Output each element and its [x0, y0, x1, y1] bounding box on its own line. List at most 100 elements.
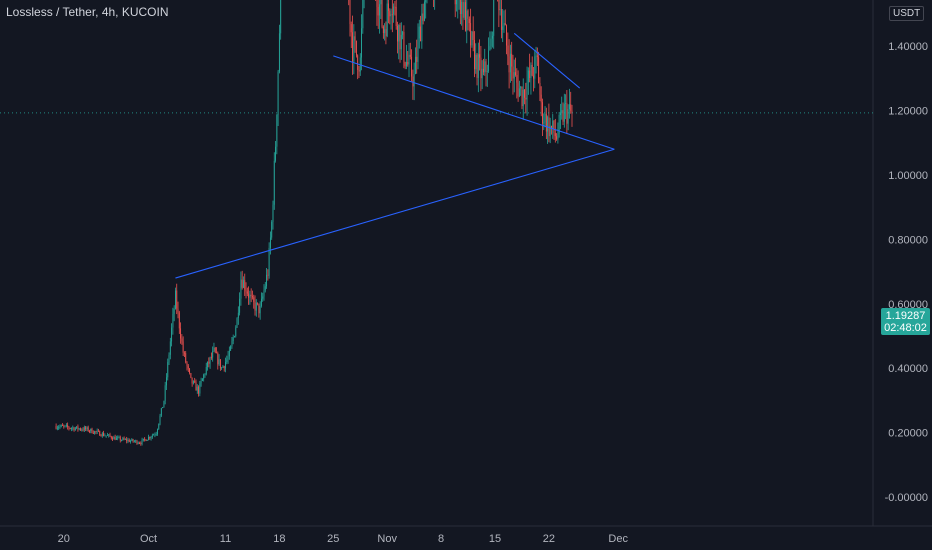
candle-body [210, 357, 212, 358]
candle-body [454, 0, 456, 5]
candle-body [526, 82, 528, 100]
candle-body [105, 435, 107, 437]
candle-body [470, 23, 472, 46]
candle-body [109, 434, 111, 437]
candle-body [506, 25, 507, 46]
candle-body [466, 10, 468, 31]
candle-body [483, 68, 484, 73]
candle-body [524, 89, 525, 98]
candle-body [545, 113, 547, 132]
candle-body [486, 71, 488, 72]
candle-body [557, 133, 559, 140]
candle-body [114, 436, 116, 440]
candle-body [252, 296, 253, 298]
candle-body [531, 64, 533, 76]
candle-body [191, 377, 193, 384]
candle-body [73, 427, 75, 431]
candle-body [240, 279, 242, 299]
candle-body [349, 0, 351, 25]
candle-body [69, 428, 71, 429]
candle-body [518, 88, 520, 97]
candle-body [207, 361, 208, 367]
candle-body [132, 439, 134, 442]
trendline-group[interactable] [175, 0, 618, 279]
price-axis[interactable]: 32.800002.600002.400002.200002.000001.80… [885, 0, 928, 504]
candle-body [159, 415, 161, 424]
candle-body [357, 55, 359, 70]
candle-body [499, 9, 501, 11]
time-axis[interactable]: 20 Oct 11 18 25 Nov 8 15 22 Dec [58, 533, 629, 545]
candle-body [539, 82, 541, 95]
trendline-wedge-upper[interactable] [513, 32, 581, 89]
candle-body [126, 439, 128, 442]
candle-body [414, 56, 416, 75]
candle-body [230, 346, 232, 351]
candle-body [60, 425, 62, 427]
candle-body [187, 365, 189, 369]
candle-body [547, 117, 549, 132]
candle-body [354, 36, 356, 41]
candle-body [507, 45, 509, 57]
candle-body [480, 57, 482, 79]
candle-body [59, 426, 61, 428]
last-price-value: 1.19287 [885, 310, 926, 322]
candle-body [81, 429, 83, 431]
candle-body [94, 431, 96, 434]
candle-body [409, 54, 411, 57]
candle-body [113, 436, 115, 440]
candle-body [525, 97, 527, 100]
candle-body [488, 50, 490, 72]
candle-body [96, 430, 98, 432]
candle-body [78, 428, 80, 430]
trendline-ascending-support[interactable] [175, 148, 615, 279]
candle-body [272, 204, 274, 222]
candle-body [209, 357, 211, 364]
candle-body [234, 336, 235, 338]
candle-body [556, 136, 558, 140]
candle-body [250, 294, 252, 297]
candle-body [535, 55, 537, 57]
currency-button[interactable]: USDT [889, 6, 925, 21]
candle-body [139, 443, 140, 444]
candle-body [400, 34, 402, 50]
candle-body [517, 82, 519, 97]
candle-body [201, 378, 203, 381]
candle-body [474, 40, 475, 70]
candle-body [213, 347, 215, 352]
candle-body [108, 434, 110, 436]
candle-body [253, 297, 255, 302]
candle-body [117, 437, 119, 439]
candle-body [85, 427, 87, 430]
candle-body [151, 435, 153, 437]
candle-body [527, 70, 529, 83]
price-tick-label: -0.00000 [885, 492, 928, 504]
trendline-lower-support[interactable] [333, 55, 615, 150]
candle-body [87, 427, 89, 431]
candle-body [382, 26, 384, 34]
candle-body [122, 438, 124, 440]
time-tick-label: 11 [220, 533, 231, 545]
candle-body [402, 31, 404, 35]
candle-body [262, 296, 264, 299]
candle-body [228, 350, 230, 357]
candle-body [64, 425, 66, 427]
candle-body [95, 431, 97, 432]
candle-body [221, 367, 223, 369]
candle-body [277, 71, 279, 115]
candle-body [86, 427, 88, 430]
candle-body [538, 57, 540, 83]
candle-body [384, 29, 386, 34]
candle-body [266, 274, 268, 287]
candle-body [381, 0, 383, 27]
candle-body [271, 221, 273, 238]
candle-body [149, 436, 151, 439]
candle-body [63, 425, 65, 427]
candle-body [422, 13, 424, 21]
candle-body [509, 53, 511, 73]
candle-body [231, 341, 233, 347]
candle-body [246, 291, 248, 294]
candle-body [571, 110, 573, 113]
candle-body [412, 76, 414, 87]
candle-body [462, 1, 464, 18]
